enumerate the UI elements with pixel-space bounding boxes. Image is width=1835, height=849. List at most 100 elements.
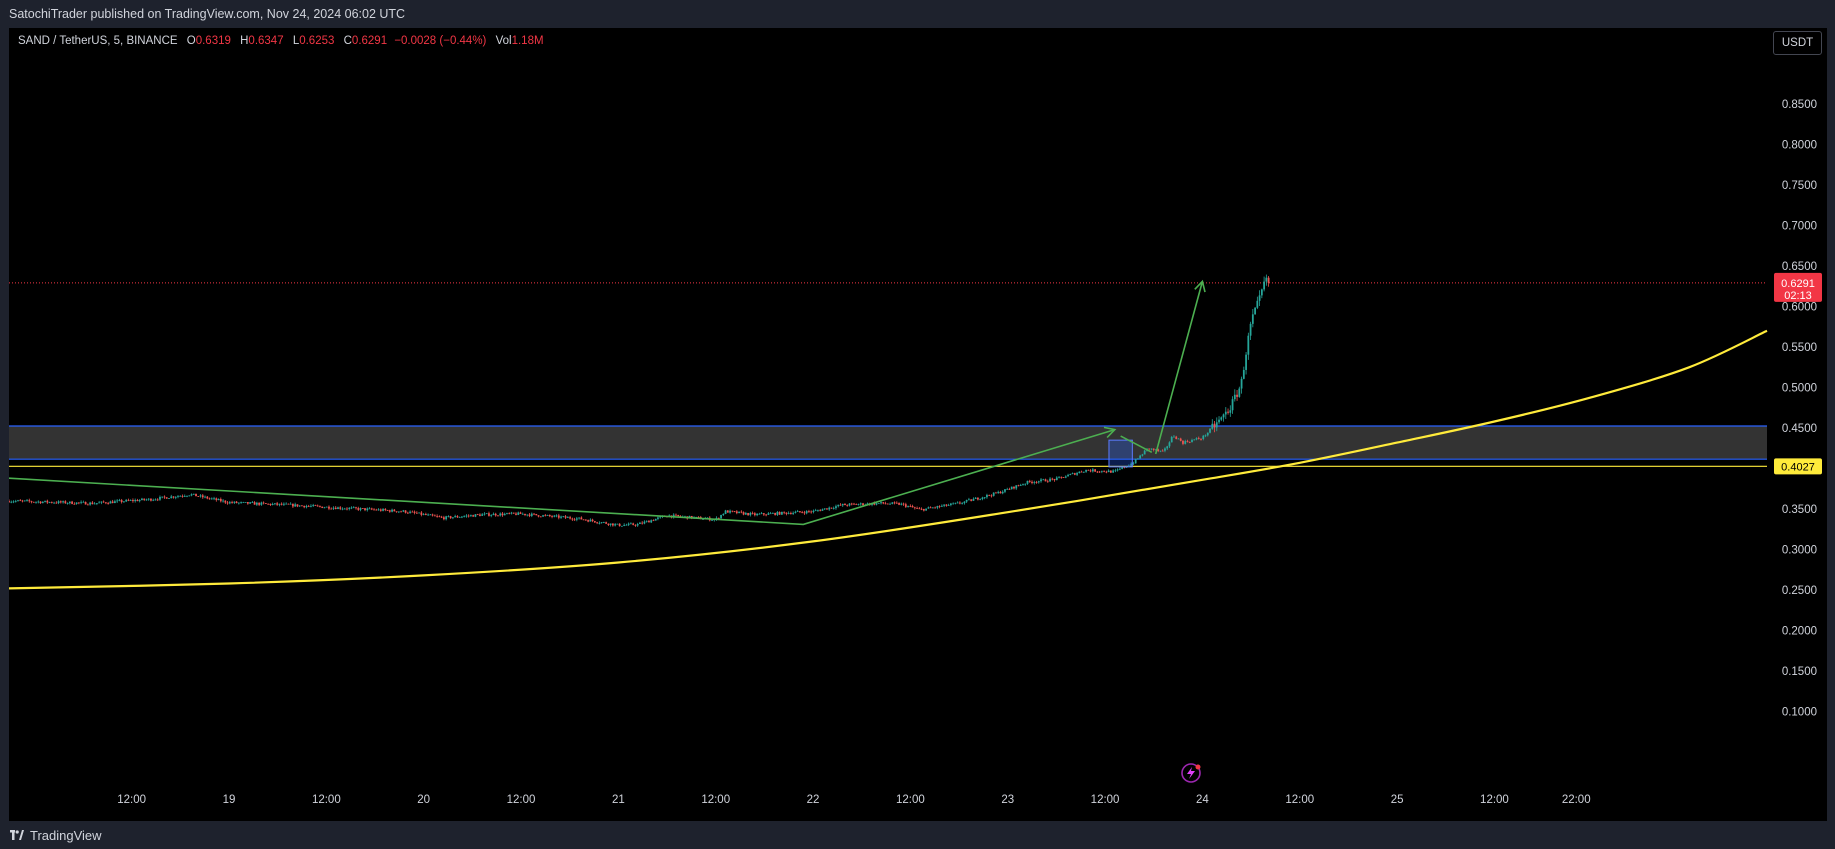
- candle: [1188, 441, 1191, 443]
- x-axis-tick-label: 25: [1391, 794, 1404, 806]
- candle: [1267, 277, 1270, 283]
- candle: [618, 523, 621, 527]
- candle: [170, 496, 173, 499]
- candle: [104, 502, 107, 504]
- candle: [904, 504, 907, 507]
- candle: [384, 509, 387, 511]
- candle: [35, 501, 37, 503]
- candle: [877, 503, 880, 505]
- candle: [409, 511, 411, 513]
- candle: [616, 523, 619, 525]
- chart-background: [9, 28, 1827, 821]
- tradingview-logo-icon[interactable]: [10, 830, 24, 840]
- candle: [1173, 436, 1175, 438]
- candle: [68, 501, 71, 504]
- x-axis-tick-label: 12:00: [1480, 794, 1509, 806]
- publish-text: SatochiTrader published on TradingView.c…: [9, 6, 406, 21]
- candle: [415, 512, 418, 514]
- chart-area[interactable]: 0.8500 0.8000 0.7500 0.7000 0.6500 0.6000 0.55…: [9, 28, 1827, 821]
- candle: [1094, 469, 1097, 472]
- candle: [848, 503, 851, 506]
- x-axis-tick-label: 12:00: [117, 794, 146, 806]
- candle: [224, 500, 227, 503]
- candle: [204, 496, 206, 498]
- candle: [794, 511, 797, 513]
- candle: [373, 509, 375, 511]
- candle: [1186, 441, 1189, 442]
- symbol-legend: SAND / TetherUS, 5, BINANCE O0.6319 H0.6…: [18, 35, 544, 47]
- candle: [1263, 281, 1266, 290]
- candle: [650, 520, 653, 523]
- candle: [249, 502, 252, 504]
- candle: [64, 501, 67, 504]
- candle: [1231, 399, 1234, 411]
- candle: [697, 516, 700, 518]
- candle: [499, 513, 502, 516]
- candle: [1037, 481, 1040, 483]
- candle: [774, 512, 777, 515]
- candle: [46, 500, 49, 503]
- candle: [366, 508, 369, 511]
- projection-arrow[interactable]: [1154, 281, 1204, 455]
- candle: [959, 502, 961, 504]
- candle: [940, 505, 943, 507]
- candle: [501, 513, 504, 516]
- highlight-box[interactable]: [1108, 439, 1133, 468]
- candle: [1260, 289, 1263, 296]
- projection-arrow-head[interactable]: [1194, 279, 1206, 293]
- candle: [305, 506, 308, 508]
- candle: [1148, 448, 1151, 450]
- footer-bar: TradingView: [0, 821, 1835, 849]
- yellow-curve[interactable]: [9, 329, 1768, 590]
- candle: [886, 503, 889, 505]
- candle: [386, 510, 389, 511]
- candle: [111, 501, 114, 504]
- candle: [828, 507, 831, 510]
- candle: [1202, 435, 1205, 439]
- candle: [323, 507, 326, 509]
- candle: [744, 513, 747, 515]
- candle: [1089, 470, 1092, 472]
- candle: [823, 508, 826, 510]
- candle: [273, 503, 276, 505]
- change-value: −0.0028 (−0.44%): [394, 35, 487, 47]
- symbol-name[interactable]: SAND / TetherUS, 5, BINANCE: [18, 35, 178, 47]
- candle: [86, 504, 89, 506]
- candle: [938, 506, 941, 507]
- candle: [555, 515, 558, 517]
- candle: [278, 503, 281, 505]
- candle: [546, 515, 549, 516]
- candle: [1193, 439, 1196, 441]
- candle: [882, 502, 885, 504]
- pullback-arrow[interactable]: [1120, 435, 1153, 454]
- candle: [839, 504, 842, 506]
- trend-line-arrow-head[interactable]: [1103, 426, 1117, 439]
- candle: [722, 513, 725, 515]
- candle: [82, 501, 85, 503]
- candle: [1026, 480, 1029, 484]
- candle: [756, 513, 759, 516]
- candle: [780, 511, 783, 515]
- candle: [1055, 477, 1058, 481]
- candle: [125, 499, 128, 502]
- candle: [841, 503, 844, 506]
- lightning-icon[interactable]: [1181, 763, 1201, 783]
- price-chart[interactable]: 0.8500 0.8000 0.7500 0.7000 0.6500 0.6000 0.55…: [9, 28, 1827, 821]
- countdown-value: 02:13: [1784, 290, 1812, 302]
- candle: [913, 507, 916, 509]
- footer-brand[interactable]: TradingView: [30, 827, 102, 843]
- candle: [285, 503, 288, 505]
- candle: [965, 499, 968, 502]
- level-badge-value: 0.4027: [1781, 461, 1815, 473]
- candle: [981, 497, 984, 500]
- candle: [379, 509, 382, 511]
- candle: [258, 502, 261, 505]
- candle: [891, 502, 894, 504]
- y-axis-tick-label: 0.8500: [1782, 99, 1817, 111]
- candle: [485, 513, 488, 515]
- support-zone[interactable]: [9, 425, 1767, 460]
- trend-line[interactable]: [9, 428, 1116, 526]
- candle: [844, 503, 846, 506]
- candle: [1204, 435, 1207, 437]
- currency-button[interactable]: USDT: [1773, 31, 1822, 55]
